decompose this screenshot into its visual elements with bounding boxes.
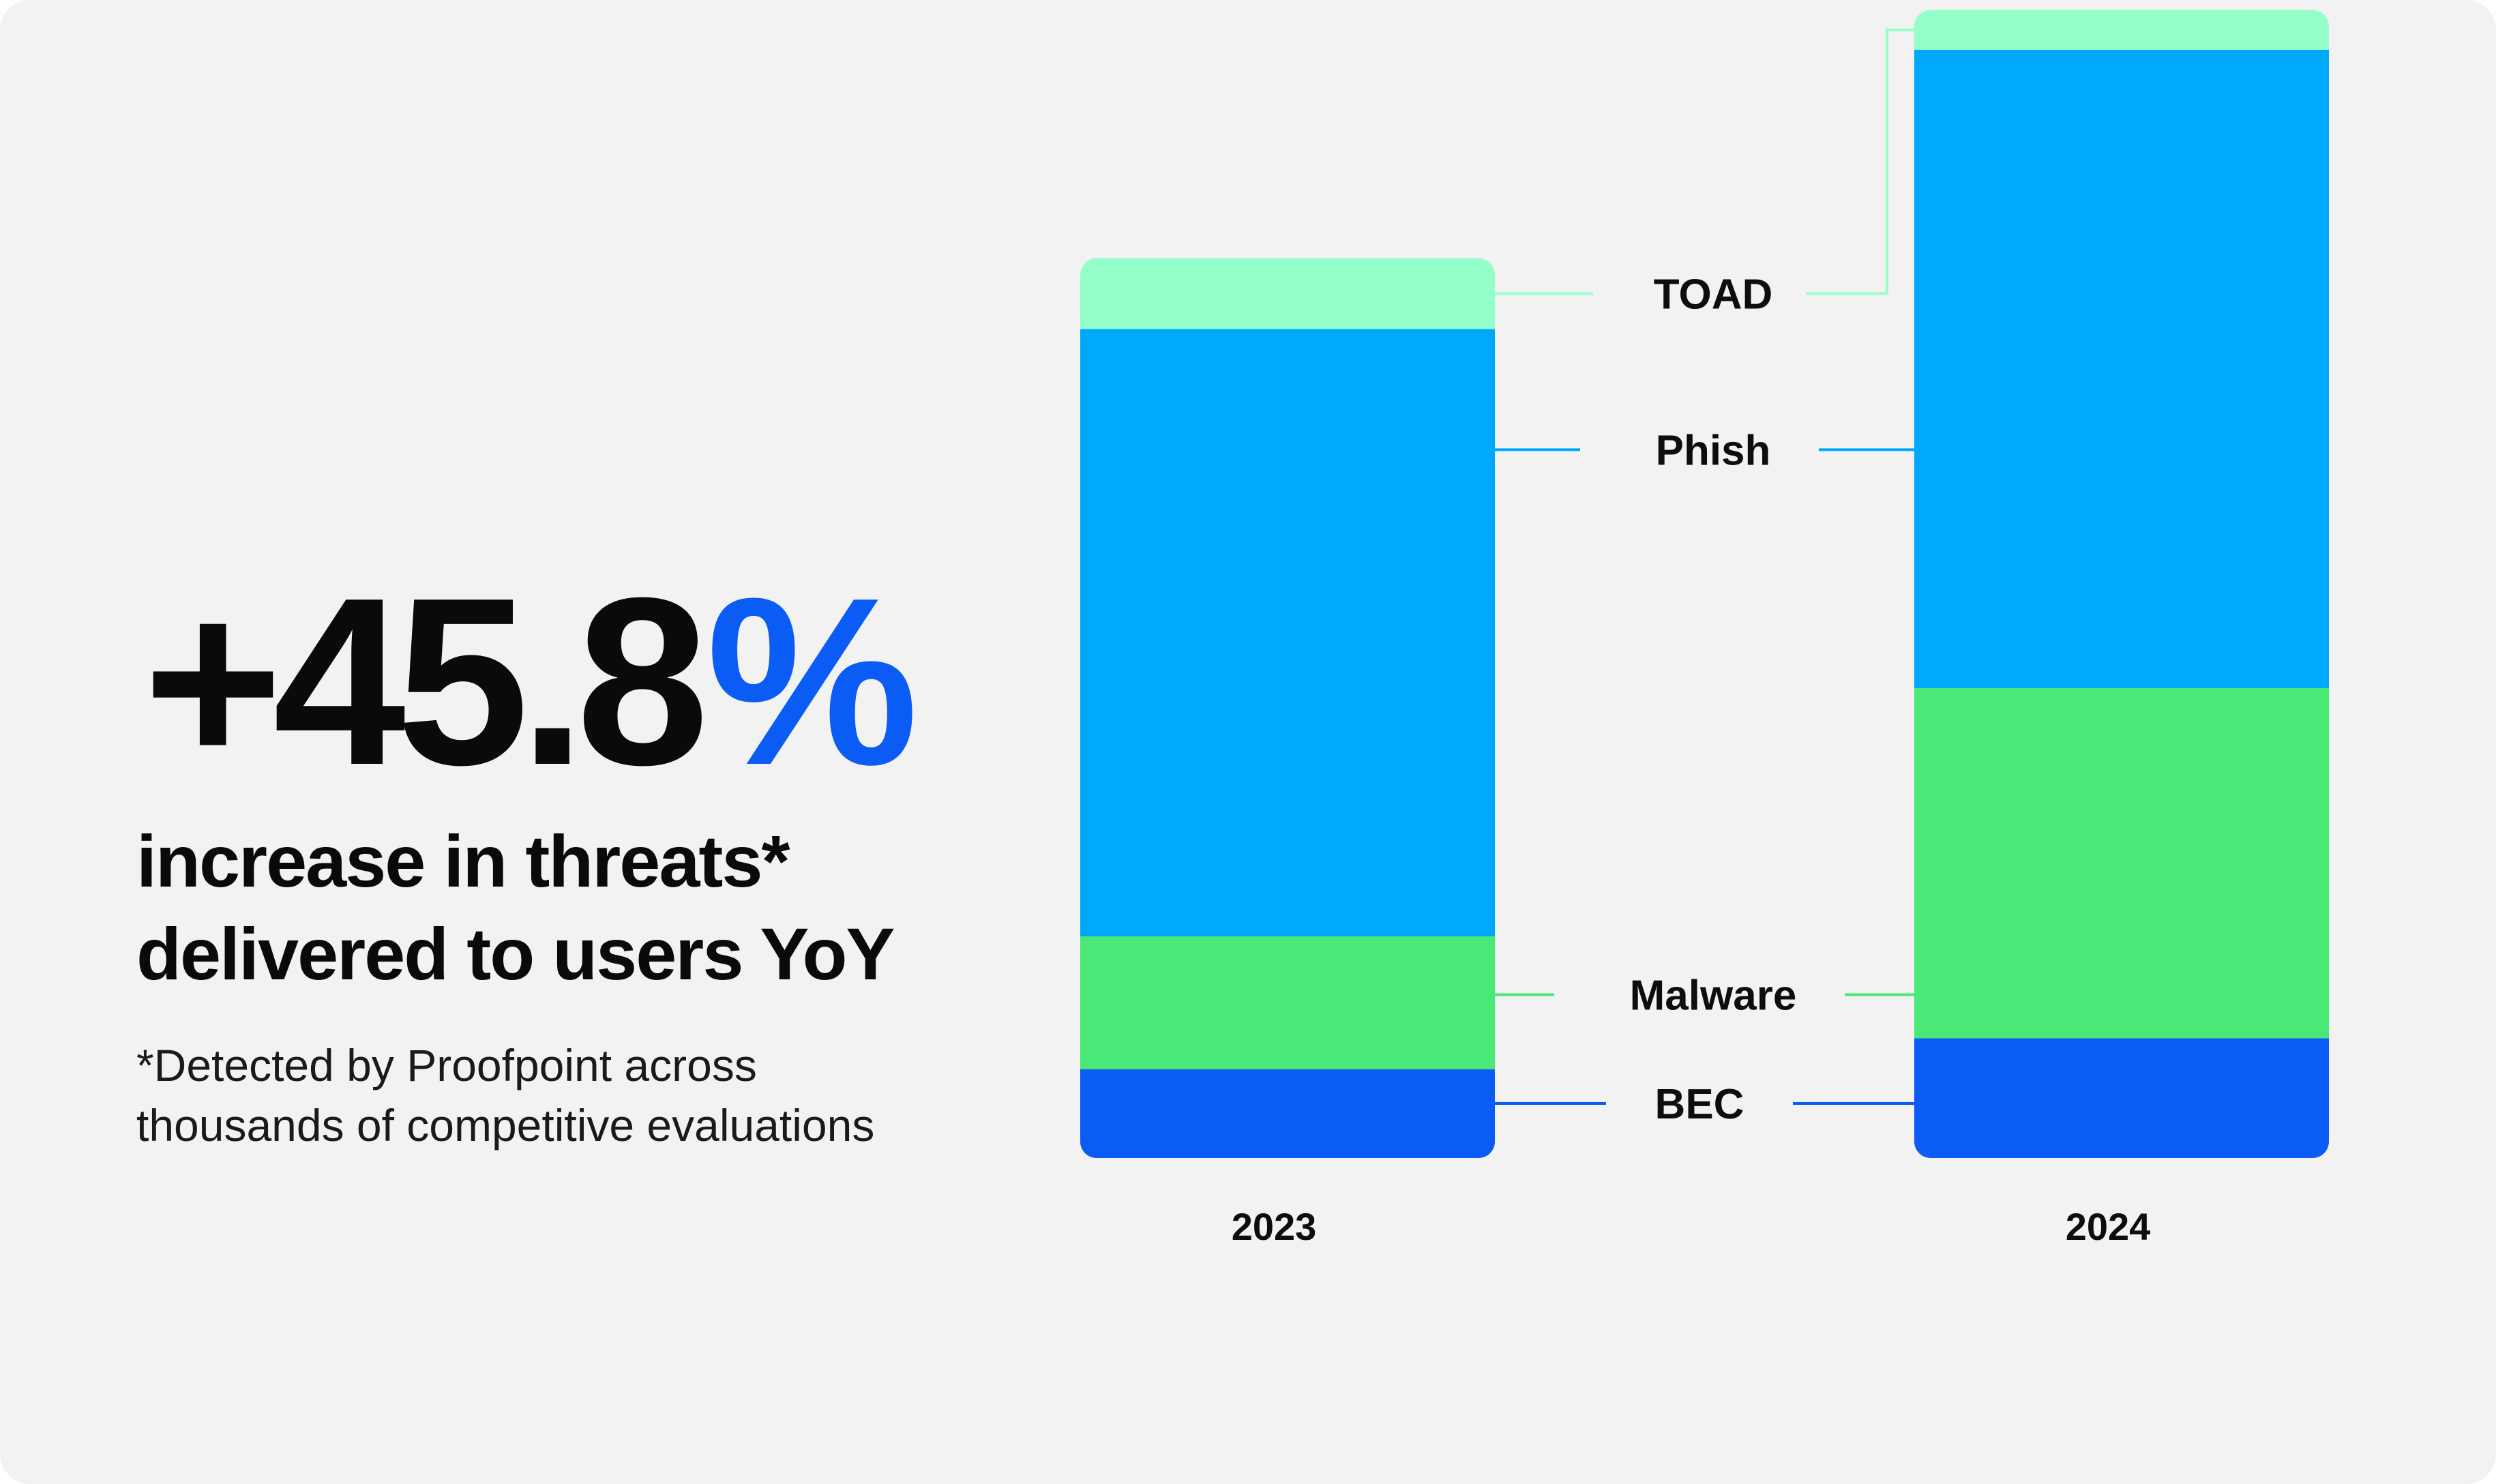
bar-phish-2024 xyxy=(1914,50,2329,688)
bar-malware-2023 xyxy=(1080,936,1495,1069)
legend-label-toad: TOAD xyxy=(1654,271,1773,318)
headline-description: increase in threats* delivered to users … xyxy=(136,815,1023,1000)
legend-label-malware: Malware xyxy=(1630,973,1797,1020)
percent-sign: % xyxy=(706,548,919,815)
footnote-line-2: thousands of competitive evaluations xyxy=(136,1100,875,1151)
headline-stat: +45.8% xyxy=(143,559,919,805)
headline-line-1: increase in threats* xyxy=(136,820,790,902)
bar-toad-2023 xyxy=(1080,258,1495,329)
legend-label-bec: BEC xyxy=(1655,1081,1744,1128)
footnote-line-1: *Detected by Proofpoint across xyxy=(136,1040,757,1090)
headline-line-2: delivered to users YoY xyxy=(136,912,895,995)
legend-label-phish: Phish xyxy=(1656,427,1771,474)
footnote: *Detected by Proofpoint across thousands… xyxy=(136,1035,874,1155)
bar-toad-2024 xyxy=(1914,10,2329,50)
headline-value: +45.8 xyxy=(143,548,709,815)
bar-stack-2024 xyxy=(1914,10,2329,1158)
bar-stack-2023 xyxy=(1080,258,1495,1158)
category-label-2024: 2024 xyxy=(2066,1205,2151,1248)
connector-toad-right xyxy=(1806,28,1914,295)
bar-bec-2023 xyxy=(1080,1069,1495,1158)
bar-phish-2023 xyxy=(1080,329,1495,936)
category-label-2023: 2023 xyxy=(1232,1205,1317,1248)
bar-bec-2024 xyxy=(1914,1038,2329,1158)
bar-malware-2024 xyxy=(1914,688,2329,1039)
